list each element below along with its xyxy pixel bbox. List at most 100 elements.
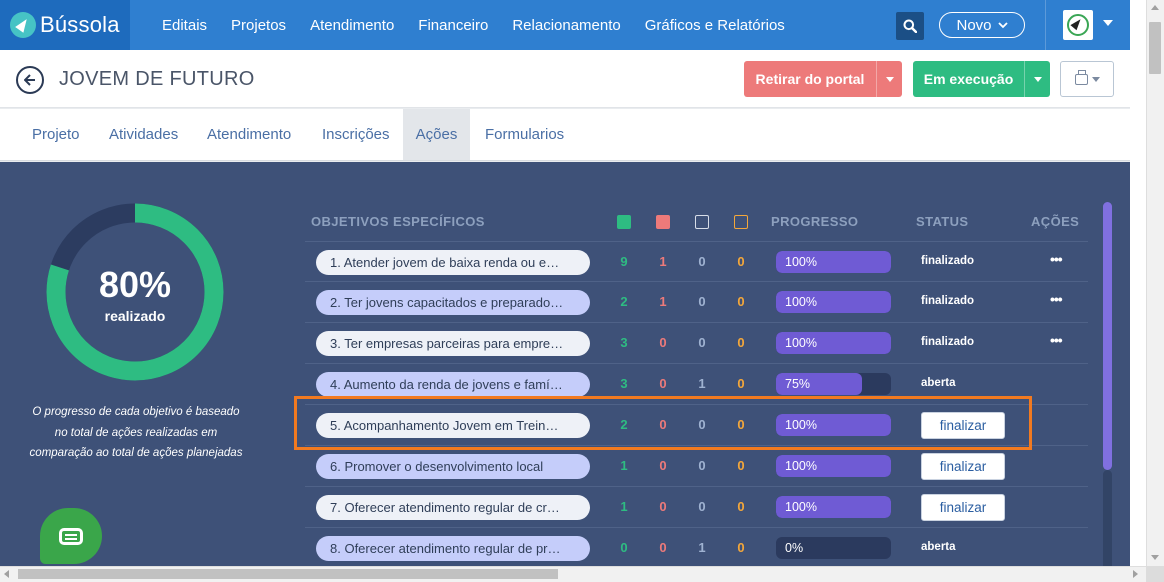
objective-pill[interactable]: 5. Acompanhamento Jovem em Trein… <box>316 413 590 438</box>
tab-atendimento[interactable]: Atendimento <box>207 126 292 143</box>
count-late: 0 <box>659 376 667 391</box>
progress-bar-fill <box>776 373 862 395</box>
count-done: 9 <box>620 254 628 269</box>
more-options-icon[interactable]: ••• <box>1050 251 1063 267</box>
nav-item-atendimento[interactable]: Atendimento <box>310 16 395 34</box>
window-vertical-scrollbar[interactable] <box>1146 0 1164 566</box>
count-late: 1 <box>659 294 667 309</box>
nav-item-relacionamento[interactable]: Relacionamento <box>512 16 621 34</box>
count-done: 3 <box>620 376 628 391</box>
tab-bar: Projeto Atividades Atendimento Inscriçõe… <box>0 109 1130 161</box>
print-button[interactable] <box>1060 61 1114 97</box>
objectives-panel: 80% realizado O progresso de cada objeti… <box>0 162 1130 566</box>
tab-formularios[interactable]: Formularios <box>485 126 565 143</box>
panel-scrollbar-thumb[interactable] <box>1103 202 1112 470</box>
chat-button[interactable] <box>40 508 102 564</box>
back-button[interactable] <box>16 66 44 94</box>
progress-bar: 100% <box>776 251 891 273</box>
progress-note-line: O progresso de cada objetivo é baseado <box>32 406 240 418</box>
scroll-left-arrow-icon[interactable] <box>4 570 9 578</box>
count-pending: 0 <box>698 254 706 269</box>
header-actions: AÇÕES <box>1031 214 1080 229</box>
chat-icon <box>59 527 83 545</box>
panel-scrollbar-track[interactable] <box>1103 470 1112 566</box>
nav-item-financeiro[interactable]: Financeiro <box>418 16 489 34</box>
progress-summary: 80% realizado <box>45 264 225 324</box>
count-done: 1 <box>620 458 628 473</box>
count-late: 1 <box>659 254 667 269</box>
withdraw-dropdown-caret-icon[interactable] <box>876 61 902 97</box>
finalize-button[interactable]: finalizar <box>921 453 1005 480</box>
scroll-up-arrow-icon[interactable] <box>1151 5 1159 10</box>
count-in-progress: 0 <box>737 458 745 473</box>
chevron-down-icon <box>997 21 1008 28</box>
page-title: JOVEM DE FUTURO <box>59 68 255 90</box>
search-button[interactable] <box>896 12 924 40</box>
count-done: 1 <box>620 499 628 514</box>
nav-item-editais[interactable]: Editais <box>162 16 208 34</box>
progress-ring-arc <box>46 203 224 381</box>
progress-caption: realizado <box>104 308 166 324</box>
nav-item-graficos[interactable]: Gráficos e Relatórios <box>644 16 785 34</box>
objective-pill[interactable]: 8. Oferecer atendimento regular de pr… <box>316 536 590 561</box>
window-horizontal-thumb[interactable] <box>18 569 558 579</box>
window-vertical-thumb[interactable] <box>1149 22 1161 74</box>
brand-logo[interactable]: Bússola <box>0 0 130 50</box>
new-button[interactable]: Novo <box>939 12 1025 38</box>
tab-acoes[interactable]: Ações <box>403 109 470 160</box>
legend-pending-icon <box>695 215 709 229</box>
finalize-button[interactable]: finalizar <box>921 494 1005 521</box>
objective-pill[interactable]: 7. Oferecer atendimento regular de cr… <box>316 495 590 520</box>
withdraw-portal-label[interactable]: Retirar do portal <box>755 71 865 87</box>
nav-item-projetos[interactable]: Projetos <box>231 16 287 34</box>
count-done: 2 <box>620 294 628 309</box>
progress-bar-fill <box>776 291 891 313</box>
progress-bar-label: 100% <box>785 255 817 269</box>
user-menu-caret-icon[interactable] <box>1103 20 1113 26</box>
count-in-progress: 0 <box>737 417 745 432</box>
tab-projeto[interactable]: Projeto <box>32 126 80 143</box>
page-header: JOVEM DE FUTURO Retirar do portal Em exe… <box>0 50 1130 108</box>
new-button-label: Novo <box>956 16 992 34</box>
objective-pill[interactable]: 3. Ter empresas parceiras para empre… <box>316 331 590 356</box>
status-button[interactable]: Em execução <box>913 61 1050 97</box>
objective-pill[interactable]: 2. Ter jovens capacitados e preparado… <box>316 290 590 315</box>
print-icon <box>1074 69 1088 85</box>
scroll-right-arrow-icon[interactable] <box>1133 570 1138 578</box>
status-text: aberta <box>921 541 956 553</box>
status-text: finalizado <box>921 255 975 267</box>
user-avatar[interactable] <box>1063 10 1093 40</box>
more-options-icon[interactable]: ••• <box>1050 291 1063 307</box>
count-pending: 0 <box>698 294 706 309</box>
progress-bar-label: 100% <box>785 295 817 309</box>
count-late: 0 <box>659 499 667 514</box>
count-pending: 0 <box>698 499 706 514</box>
count-in-progress: 0 <box>737 540 745 555</box>
objective-pill[interactable]: 6. Promover o desenvolvimento local <box>316 454 590 479</box>
status-text: finalizado <box>921 295 975 307</box>
compass-logo-icon <box>1067 14 1089 36</box>
progress-bar-label: 100% <box>785 336 817 350</box>
withdraw-portal-button[interactable]: Retirar do portal <box>744 61 902 97</box>
progress-note: O progresso de cada objetivo é baseado n… <box>25 402 247 464</box>
table-row: 3. Ter empresas parceiras para empre… 3 0 0… <box>305 323 1088 364</box>
count-done: 3 <box>620 335 628 350</box>
status-dropdown-caret-icon[interactable] <box>1024 61 1050 97</box>
objective-pill[interactable]: 4. Aumento da renda de jovens e famí… <box>316 372 590 397</box>
tab-atividades[interactable]: Atividades <box>109 126 179 143</box>
status-button-label[interactable]: Em execução <box>923 71 1014 87</box>
more-options-icon[interactable]: ••• <box>1050 332 1063 348</box>
progress-bar-label: 100% <box>785 418 817 432</box>
count-in-progress: 0 <box>737 376 745 391</box>
finalize-button[interactable]: finalizar <box>921 412 1005 439</box>
progress-bar-fill <box>776 332 891 354</box>
progress-bar-fill <box>776 414 891 436</box>
tab-inscricoes[interactable]: Inscrições <box>322 126 390 143</box>
table-row: 1. Atender jovem de baixa renda ou e… 9 1 0… <box>305 241 1088 282</box>
objective-pill[interactable]: 1. Atender jovem de baixa renda ou e… <box>316 250 590 275</box>
table-row: 7. Oferecer atendimento regular de cr… 1 0… <box>305 487 1088 528</box>
brand-name: Bússola <box>40 12 120 37</box>
highlight-box <box>294 396 1032 450</box>
table-row: 5. Acompanhamento Jovem em Trein… 2 0 0 0 100… <box>305 405 1088 446</box>
scroll-down-arrow-icon[interactable] <box>1151 555 1159 560</box>
